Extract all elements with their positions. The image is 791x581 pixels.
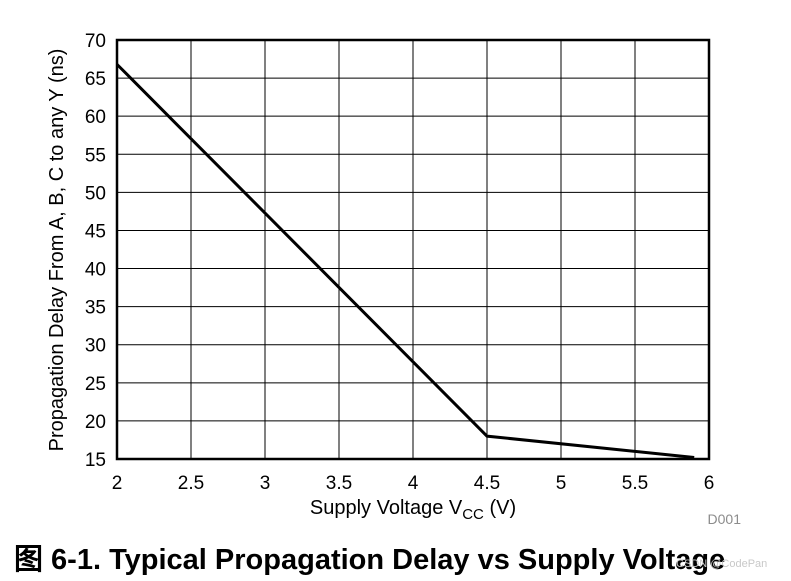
y-tick-label: 15: [85, 450, 106, 471]
x-tick-label: 4: [408, 473, 419, 494]
x-tick-label: 6: [704, 473, 715, 494]
series-line: [115, 63, 695, 459]
y-axis-label: Propagation Delay From A, B, C to any Y …: [46, 49, 68, 452]
x-axis-label-unit: (V): [484, 497, 516, 519]
watermark: CSDN @CodePan: [676, 558, 768, 570]
series-layer: [115, 63, 695, 459]
y-tick-label: 55: [85, 145, 106, 166]
plot-frame: [115, 38, 711, 461]
x-axis-label-main: Supply Voltage V: [310, 497, 463, 519]
x-axis-label-subscript: CC: [462, 506, 484, 523]
x-tick-label: 5.5: [622, 473, 648, 494]
figure-code: D001: [708, 511, 742, 527]
y-tick-labels: 15 20 25 30 35 40 45 50 55 60 65 70: [85, 31, 106, 471]
x-tick-label: 5: [556, 473, 567, 494]
y-tick-label: 60: [85, 107, 106, 128]
x-tick-label: 2: [112, 473, 123, 494]
y-tick-label: 30: [85, 336, 106, 357]
x-axis-label: Supply Voltage VCC (V): [310, 497, 516, 523]
x-tick-labels: 2 2.5 3 3.5 4 4.5 5 5.5 6: [112, 473, 715, 494]
y-tick-label: 45: [85, 221, 106, 242]
x-tick-label: 4.5: [474, 473, 500, 494]
y-tick-label: 20: [85, 412, 106, 433]
grid-lines: [116, 39, 710, 460]
x-tick-label: 3: [260, 473, 271, 494]
y-tick-label: 70: [85, 31, 106, 52]
y-tick-label: 50: [85, 183, 106, 204]
y-tick-label: 65: [85, 69, 106, 90]
y-tick-label: 25: [85, 374, 106, 395]
y-tick-label: 40: [85, 260, 106, 281]
y-tick-label: 35: [85, 298, 106, 319]
x-tick-label: 2.5: [178, 473, 204, 494]
figure-caption: 图 6-1. Typical Propagation Delay vs Supp…: [14, 544, 726, 576]
x-tick-label: 3.5: [326, 473, 352, 494]
